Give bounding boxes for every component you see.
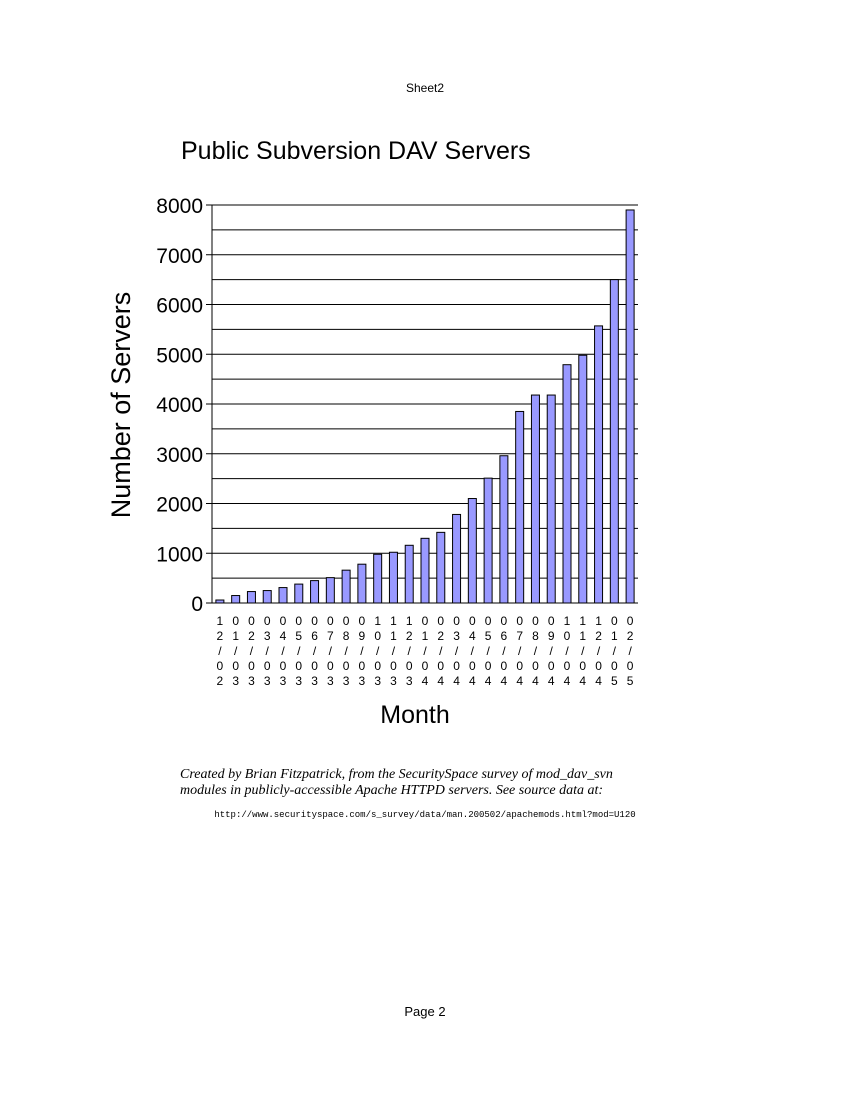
x-tick-label: 1 2/0 2 [217,614,224,688]
y-tick-label: 1000 [156,543,203,566]
chart-title: Public Subversion DAV Servers [181,137,531,165]
bar-08-03 [341,569,351,604]
bar-07-04 [515,410,525,604]
bar-12-04 [594,325,604,604]
bar-10-04 [562,364,572,604]
bar-09-03 [357,563,367,604]
y-tick-label: 7000 [156,245,203,268]
x-tick-label: 0 6/0 3 [311,614,318,688]
gridlines [212,204,638,579]
bar-02-05 [625,209,635,604]
y-tick-label: 2000 [156,494,203,517]
bar-02-03 [246,591,256,604]
x-tick-label: 1 2/0 3 [406,614,413,688]
y-tick-label: 3000 [156,444,203,467]
x-tick-label: 0 1/0 3 [232,614,239,688]
x-tick-label: 0 2/0 4 [437,614,444,688]
bar-11-03 [388,551,398,604]
x-tick-label: 0 7/0 4 [516,614,523,688]
bar-06-04 [499,455,509,604]
x-tick-label: 0 2/0 5 [627,614,634,688]
page-footer: Page 2 [404,1004,446,1019]
x-tick-label: 0 7/0 3 [327,614,334,688]
y-axis-label: Number of Servers [106,292,136,519]
bar-04-03 [278,587,288,604]
x-tick-label: 0 8/0 3 [343,614,350,688]
bar-06-03 [310,580,320,604]
y-tick-label: 5000 [156,344,203,367]
bar-01-05 [609,279,619,604]
bar-03-03 [262,590,272,604]
y-tick-label: 6000 [156,295,203,318]
x-tick-label: 0 4/0 3 [280,614,287,688]
bar-12-03 [404,544,414,604]
bar-11-04 [578,354,588,604]
y-tick-label: 0 [191,593,203,616]
x-tick-label: 0 5/0 4 [485,614,492,688]
caption: Created by Brian Fitzpatrick, from the S… [180,767,700,799]
x-tick-label: 0 8/0 4 [532,614,539,688]
source-url: http://www.securityspace.com/s_survey/da… [214,810,636,820]
x-tick-labels: 1 2/0 2 0 1/0 3 0 2/0 3 0 3/0 3 0 4/0 3 0 5/0 3 0 6/0 3 0 7/0 3… [217,614,634,688]
x-axis-label: Month [380,701,449,729]
bar-01-03 [231,595,241,604]
bar-02-04 [436,531,446,604]
x-tick-label: 0 9/0 3 [359,614,366,688]
x-tick-label: 0 3/0 4 [453,614,460,688]
x-tick-label: 0 3/0 3 [264,614,271,688]
x-tick-label: 0 9/0 4 [548,614,555,688]
x-tick-label: 1 1/0 4 [579,614,586,688]
bar-05-04 [483,477,493,604]
y-tick-label: 4000 [156,394,203,417]
y-tick-labels: 0 1000 2000 3000 4000 5000 6000 7000 8000 [156,195,212,616]
bars [215,209,635,604]
bar-05-03 [294,583,304,604]
x-tick-label: 1 0/0 3 [374,614,381,688]
bar-09-04 [546,394,556,604]
bar-04-04 [467,498,477,604]
caption-line-2: modules in publicly-accessible Apache HT… [180,783,604,798]
x-tick-label: 0 1/0 4 [422,614,429,688]
x-tick-label: 0 1/0 5 [611,614,618,688]
bar-07-03 [325,577,335,604]
x-tick-label: 0 5/0 3 [295,614,302,688]
x-tick-label: 1 2/0 4 [595,614,602,688]
sheet-name: Sheet2 [405,81,445,95]
x-tick-label: 0 2/0 3 [248,614,255,688]
caption-line-1: Created by Brian Fitzpatrick, from the S… [180,767,613,782]
y-tick-label: 8000 [156,195,203,218]
bar-10-03 [373,553,383,604]
x-tick-label: 1 1/0 3 [390,614,397,688]
bar-chart: 0 1000 2000 3000 4000 5000 6000 7000 8000 1 2/0 2 0… [106,195,638,729]
bar-01-04 [420,537,430,604]
bar-08-04 [530,394,540,604]
x-tick-label: 0 4/0 4 [469,614,476,688]
x-tick-label: 0 6/0 4 [501,614,508,688]
x-tick-label: 1 0/0 4 [564,614,571,688]
bar-03-04 [452,513,462,604]
